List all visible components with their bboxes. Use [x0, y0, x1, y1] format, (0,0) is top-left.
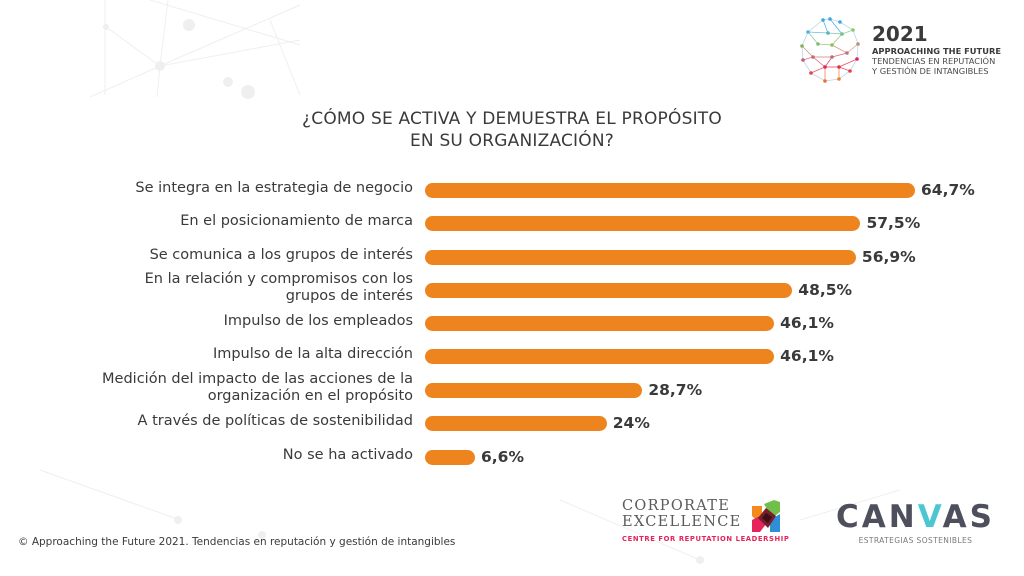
category-label: Se comunica a los grupos de interés — [150, 247, 413, 264]
value-label: 46,1% — [780, 347, 834, 365]
bar — [425, 382, 643, 398]
canvas-wordmark: CANVAS — [836, 500, 995, 534]
logo-line-1: APPROACHING THE FUTURE — [872, 46, 1002, 56]
logo-year: 2021 — [872, 22, 928, 46]
category-label: Impulso de los empleados — [224, 313, 413, 330]
category-label-line: Se comunica a los grupos de interés — [149, 246, 413, 263]
category-label: Se integra en la estrategia de negocio — [135, 180, 413, 197]
value-label: 46,1% — [780, 314, 834, 332]
approaching-the-future-logo — [795, 15, 867, 87]
bar — [425, 215, 861, 231]
canvas-word-end: AS — [942, 499, 995, 535]
category-label-line: Impulso de los empleados — [223, 312, 413, 329]
value-label: 24% — [612, 414, 650, 432]
ce-logo-line-2: EXCELLENCE — [622, 514, 742, 530]
category-label: A través de políticas de sostenibilidad — [138, 413, 413, 430]
logo-text: 2021 APPROACHING THE FUTURE TENDENCIAS E… — [872, 24, 1001, 76]
corporate-excellence-mark-icon — [752, 500, 780, 532]
bar — [425, 415, 607, 431]
value-label: 56,9% — [861, 248, 916, 266]
canvas-logo: CANVAS ESTRATEGIAS SOSTENIBLES — [836, 500, 995, 545]
canvas-word-start: CAN — [836, 499, 918, 535]
logo-line-3: Y GESTIÓN DE INTANGIBLES — [872, 66, 989, 76]
chart-title-line-2: EN SU ORGANIZACIÓN? — [409, 131, 614, 151]
canvas-word-accent: V — [917, 499, 943, 535]
category-label-line: grupos de interés — [285, 288, 413, 304]
bar — [425, 315, 775, 331]
value-label: 6,6% — [480, 448, 524, 466]
bar — [425, 249, 856, 265]
canvas-tagline: ESTRATEGIAS SOSTENIBLES — [858, 536, 973, 545]
category-label-line: En la relación y compromisos con los — [144, 271, 413, 287]
ce-logo-tagline: CENTRE FOR REPUTATION LEADERSHIP — [622, 535, 790, 543]
category-label: En la relación y compromisos con los grup… — [145, 271, 413, 305]
network-globe-icon — [800, 17, 860, 83]
category-label-line: Se integra en la estrategia de negocio — [135, 179, 413, 196]
bar — [425, 449, 475, 465]
chart-title-line-1: ¿CÓMO SE ACTIVA Y DEMUESTRA EL PROPÓSITO — [302, 109, 722, 129]
chart-title: ¿CÓMO SE ACTIVA Y DEMUESTRA EL PROPÓSITO… — [212, 108, 812, 152]
corporate-excellence-logo: CORPORATE EXCELLENCE CENTRE FOR REPUTATI… — [622, 498, 789, 543]
category-label: En el posicionamiento de marca — [180, 213, 413, 230]
ce-logo-line-1: CORPORATE — [622, 498, 731, 514]
logo-line-2: TENDENCIAS EN REPUTACIÓN — [872, 56, 996, 66]
copyright-footer: © Approaching the Future 2021. Tendencia… — [18, 536, 456, 548]
value-label: 64,7% — [921, 181, 975, 199]
category-label-line: Impulso de la alta dirección — [212, 345, 413, 362]
category-label-line: organización en el propósito — [207, 388, 413, 404]
value-label: 48,5% — [798, 281, 853, 299]
category-label: Impulso de la alta dirección — [213, 346, 413, 363]
value-label: 28,7% — [648, 381, 703, 399]
bar — [425, 282, 793, 298]
category-label-line: En el posicionamiento de marca — [180, 212, 413, 229]
category-label: Medición del impacto de las acciones de … — [102, 371, 413, 405]
category-label: No se ha activado — [283, 447, 413, 464]
value-label: 57,5% — [866, 214, 921, 232]
category-label-line: A través de políticas de sostenibilidad — [137, 412, 413, 429]
category-label-line: No se ha activado — [282, 446, 413, 463]
bar — [425, 182, 915, 198]
bar — [425, 348, 775, 364]
category-label-line: Medición del impacto de las acciones de … — [102, 371, 413, 387]
